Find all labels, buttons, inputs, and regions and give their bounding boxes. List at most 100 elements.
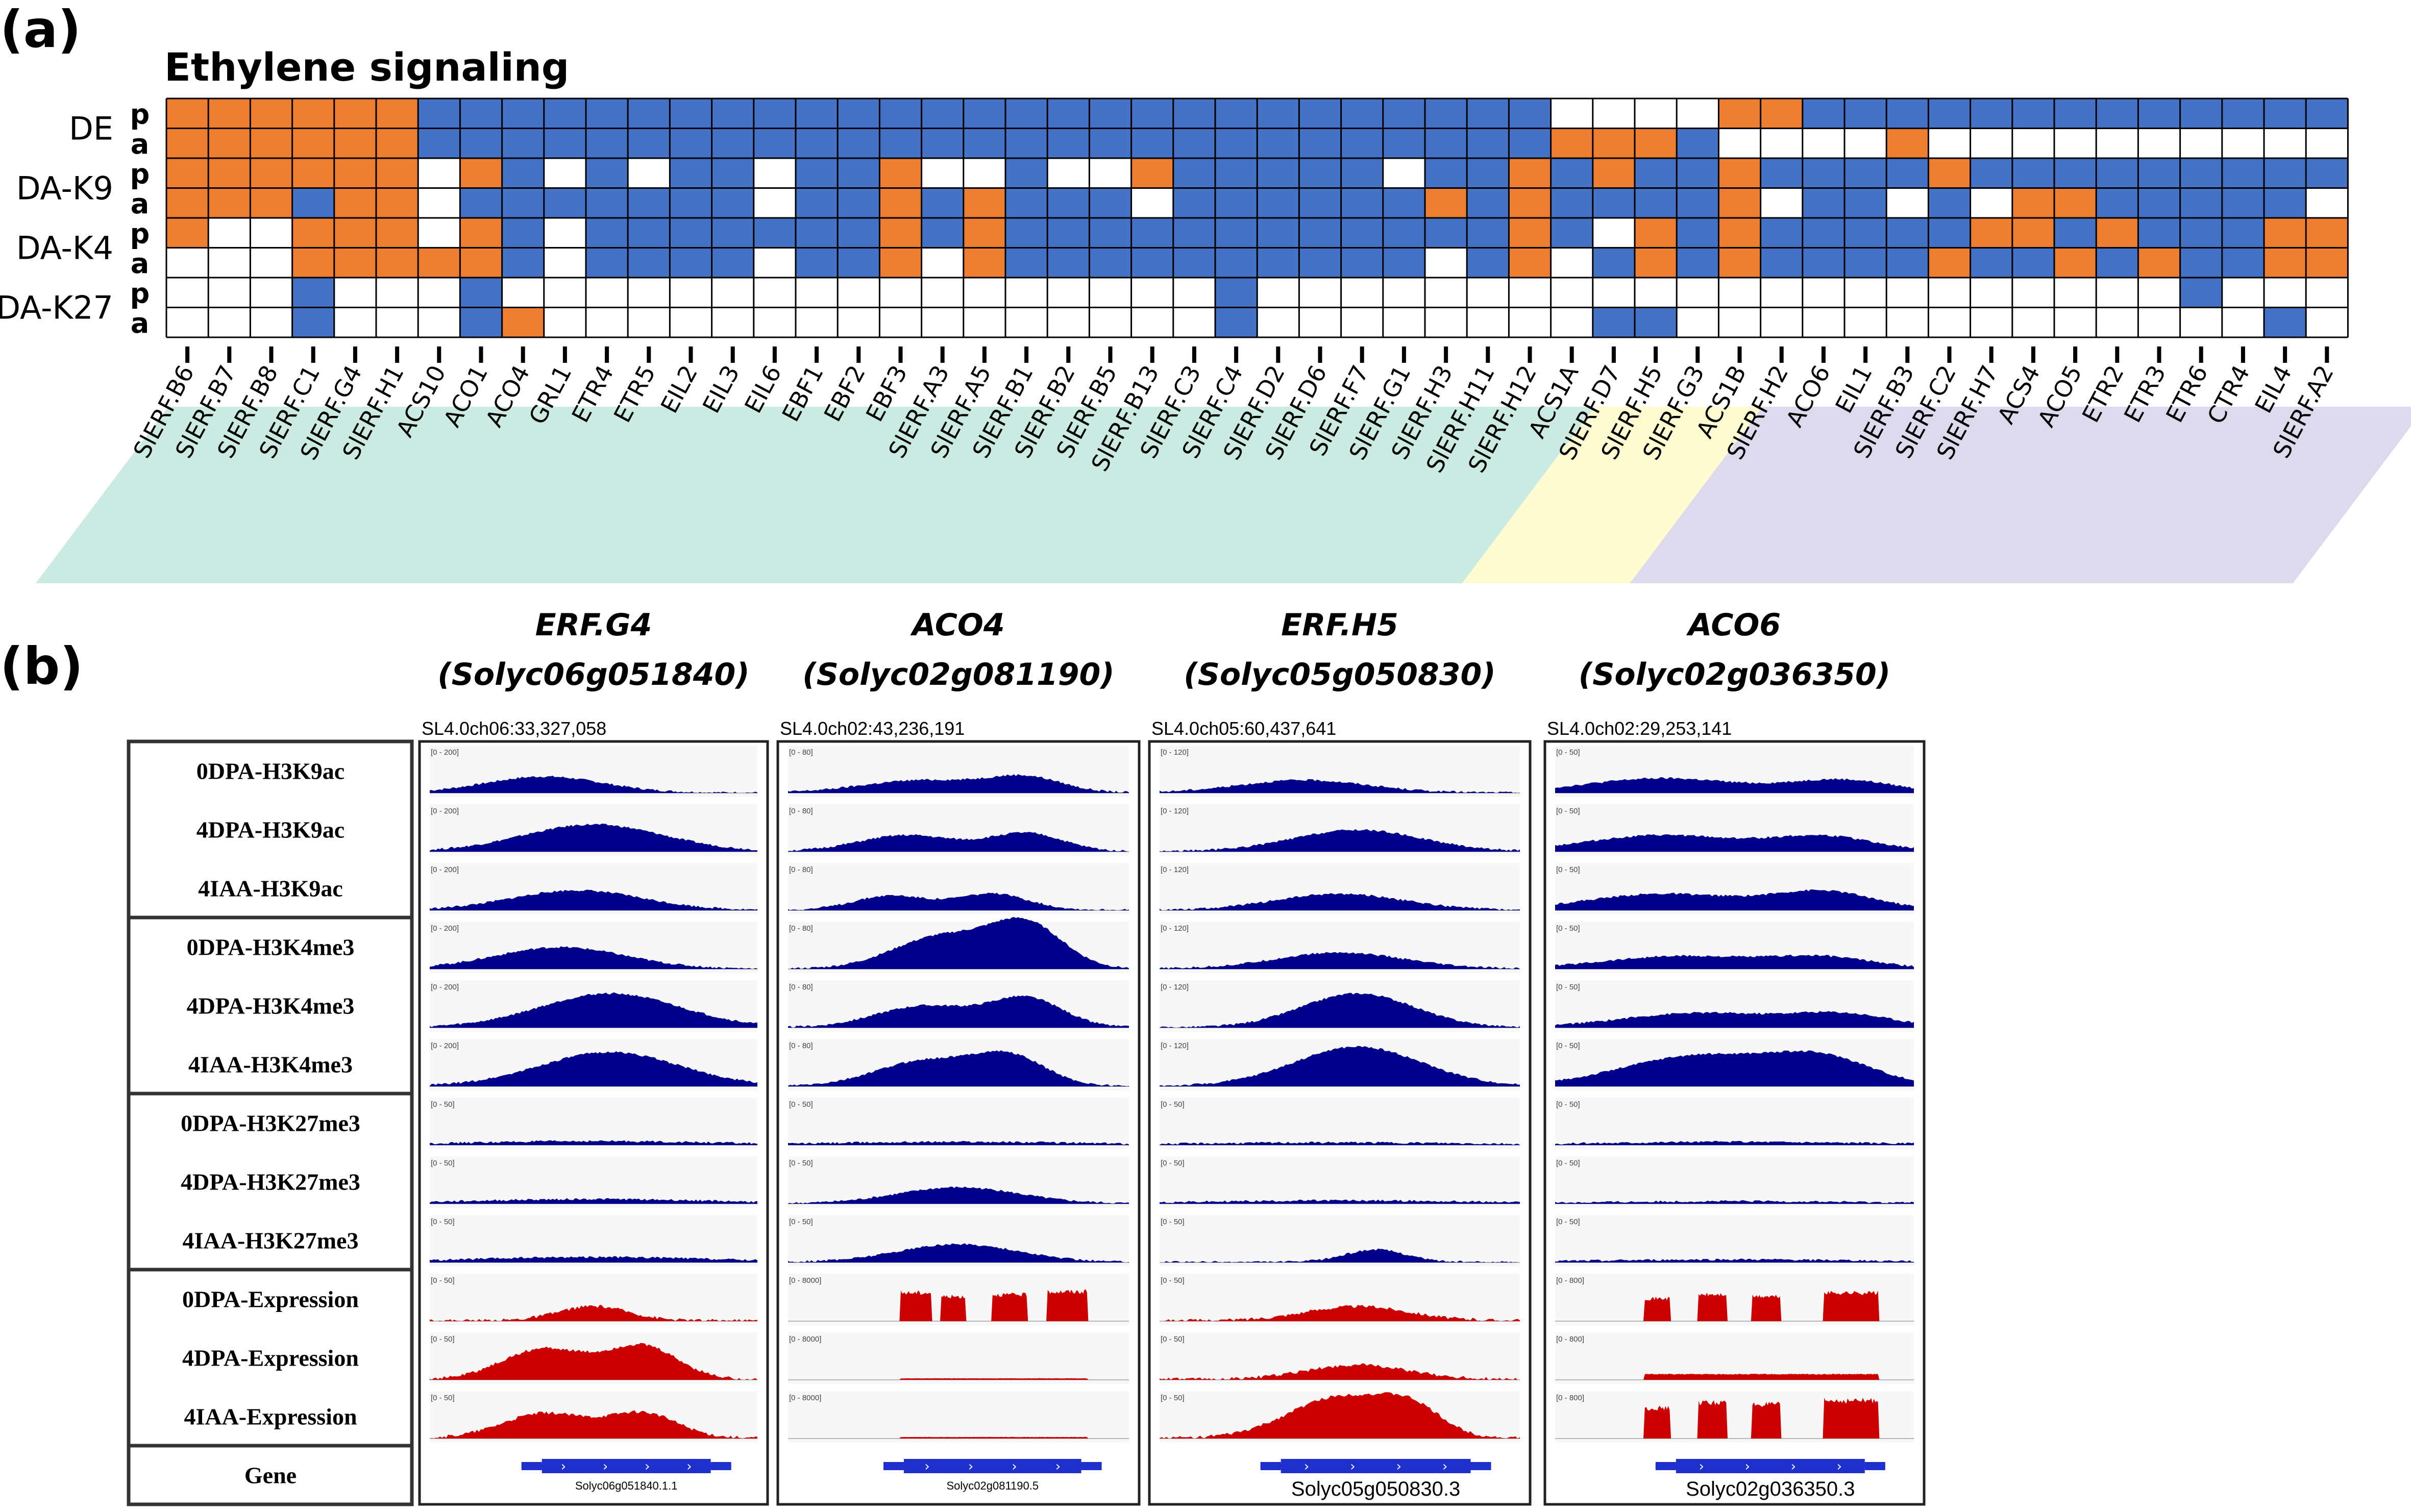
rna-signal (430, 1410, 757, 1439)
heatmap-cell (334, 128, 376, 158)
heatmap-cell (208, 218, 251, 248)
heatmap-ticks (185, 346, 2329, 363)
rna-signal (788, 1378, 1129, 1380)
heatmap-cell (1677, 98, 1719, 129)
heatmap-cell (2012, 128, 2054, 158)
heatmap-cell (2054, 218, 2097, 248)
track-background (1160, 1156, 1520, 1208)
track-panels: ERF.G4 (Solyc06g051840) SL4.0ch06:33,327,0… (418, 607, 1926, 1506)
heatmap-cell (2180, 98, 2222, 129)
heatmap-cell (1970, 218, 2012, 248)
heatmap-cell (1635, 128, 1677, 158)
heatmap-cell (1844, 158, 1887, 188)
heatmap-cell (1047, 98, 1090, 129)
track-scale: [0 - 120] (1161, 807, 1189, 815)
heatmap-cell (2306, 247, 2348, 278)
heatmap-cell (1341, 278, 1383, 308)
condition-label: DE (69, 110, 113, 147)
heatmap-cell (1299, 218, 1341, 248)
heatmap-cell (586, 128, 628, 158)
heatmap-cell (2306, 128, 2348, 158)
heatmap-cell (838, 247, 880, 278)
track-scale: [0 - 50] (431, 1335, 455, 1344)
heatmap-cell (1677, 307, 1719, 337)
heatmap-cell (2180, 307, 2222, 337)
heatmap-cell (963, 278, 1005, 308)
heatmap-cell (2264, 158, 2306, 188)
track-row-label: 0DPA-Expression (182, 1286, 359, 1312)
heatmap-cell (921, 128, 964, 158)
heatmap-cell (1635, 188, 1677, 218)
heatmap-cell (292, 188, 334, 218)
heatmap-cell (1635, 307, 1677, 337)
heatmap-cell (1886, 98, 1929, 129)
heatmap-cell (1509, 158, 1551, 188)
track-scale: [0 - 120] (1161, 748, 1189, 757)
heatmap-cell (1215, 247, 1258, 278)
heatmap-cell (1551, 98, 1593, 129)
heatmap-cell (670, 247, 712, 278)
gene-model-utr (1081, 1462, 1102, 1470)
chip-signal (1160, 1248, 1520, 1262)
heatmap-cell (879, 278, 922, 308)
heatmap-cell (1760, 278, 1803, 308)
heatmap-cell (2054, 278, 2097, 308)
track-background (1555, 1215, 1914, 1267)
heatmap-cell (1131, 98, 1173, 129)
heatmap-cell (2264, 307, 2306, 337)
chip-signal (1160, 1199, 1520, 1204)
heatmap-cell (2180, 278, 2222, 308)
panel-gene-locus: (Solyc05g050830) (1184, 657, 1495, 692)
track-scale: [0 - 50] (789, 1218, 813, 1226)
heatmap-cell (2138, 158, 2180, 188)
heatmap-cell (1005, 128, 1048, 158)
track-scale: [0 - 200] (431, 807, 459, 815)
heatmap-cell (208, 98, 251, 129)
heatmap-cell (670, 98, 712, 129)
heatmap-cell (2054, 307, 2097, 337)
heatmap-cell (2096, 247, 2138, 278)
heatmap-cell (1886, 128, 1929, 158)
track-scale: [0 - 800] (1556, 1394, 1584, 1402)
heatmap-cell (166, 128, 209, 158)
heatmap-cell (1970, 247, 2012, 278)
heatmap-cell (1425, 128, 1467, 158)
track-row-labels: 0DPA-H3K9ac 4DPA-H3K9ac 4IAA-H3K9ac 0DPA-H3… (127, 739, 414, 1506)
chip-signal (430, 1256, 757, 1262)
track-scale: [0 - 120] (1161, 865, 1189, 874)
heatmap-cell (502, 158, 544, 188)
heatmap-cell (250, 278, 292, 308)
heatmap-cell (1886, 188, 1929, 218)
heatmap-cell (1383, 128, 1425, 158)
heatmap-cell (796, 98, 838, 129)
heatmap-cell (460, 307, 502, 337)
rna-signal (1160, 1363, 1520, 1380)
heatmap-cell (1425, 158, 1467, 188)
heatmap-cell (2096, 98, 2138, 129)
track-panel: ACO4 (Solyc02g081190) SL4.0ch02:43,236,191… (776, 607, 1141, 1506)
heatmap-cell (2012, 247, 2054, 278)
heatmap-cell (921, 98, 964, 129)
heatmap-cell (1551, 218, 1593, 248)
heatmap-cell (628, 188, 670, 218)
gene-model-utr (1260, 1462, 1281, 1470)
heatmap-cell (1173, 98, 1215, 129)
heatmap-cell (628, 307, 670, 337)
heatmap-cell (460, 158, 502, 188)
heatmap-cell (838, 278, 880, 308)
track-scale: [0 - 8000] (789, 1276, 821, 1285)
heatmap-cell (544, 278, 586, 308)
heatmap-cell (1928, 278, 1971, 308)
chip-signal (788, 774, 1129, 793)
heatmap-cell (1970, 307, 2012, 337)
heatmap-cell (1718, 188, 1761, 218)
heatmap-cell (1257, 278, 1299, 308)
heatmap-cell (921, 218, 964, 248)
heatmap-cell (1677, 247, 1719, 278)
heatmap-cell (670, 278, 712, 308)
heatmap-cell (2054, 247, 2097, 278)
heatmap-cell (838, 128, 880, 158)
heatmap-cell (1802, 247, 1844, 278)
row-type-label: a (131, 128, 149, 160)
